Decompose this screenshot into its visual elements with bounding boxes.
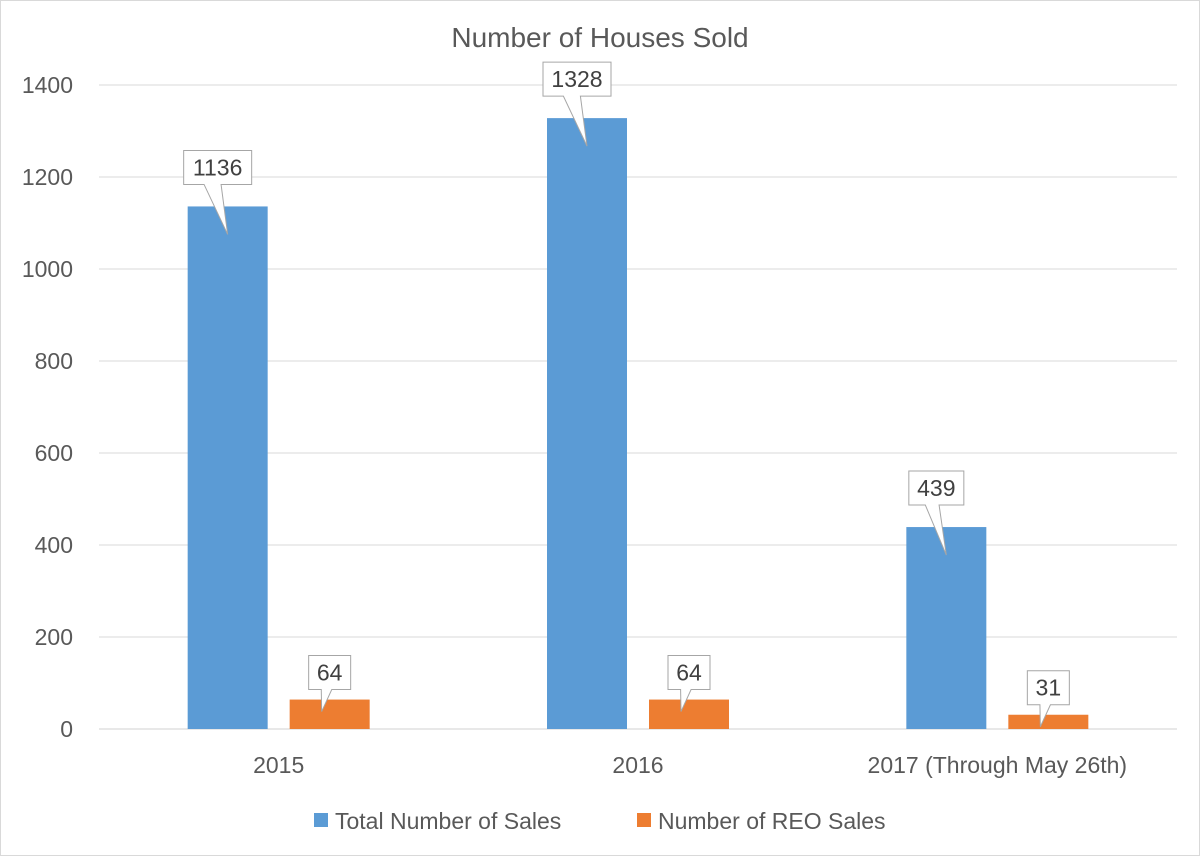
data-label: 439 [917,475,955,501]
legend-label-reo-sales: Number of REO Sales [658,808,886,834]
y-tick-label: 400 [35,532,73,558]
data-label-callout [308,655,352,712]
y-tick-label: 1200 [22,164,73,190]
bar-total-sales [187,206,268,729]
data-label-callout [183,149,253,235]
data-label-callout [908,470,965,556]
legend-swatch-reo-sales [637,813,651,827]
data-label: 1328 [551,66,602,92]
y-tick-label: 200 [35,624,73,650]
gridlines [99,84,1177,730]
bar-total-sales [547,118,627,730]
legend-label-total-sales: Total Number of Sales [335,808,561,834]
data-label-callout [542,61,612,147]
data-label-callout [667,655,711,712]
bars [187,118,1089,730]
chart-title: Number of Houses Sold [451,22,748,53]
bar-total-sales [906,527,987,729]
data-label: 64 [317,660,343,686]
data-labels: 1136 64 1328 64 439 31 [183,61,1070,727]
legend: Total Number of Sales Number of REO Sale… [314,808,886,834]
bar-reo-sales [1008,714,1089,729]
data-label: 1136 [193,154,242,180]
x-category-label: 2015 [253,752,304,778]
y-tick-label: 1400 [22,72,73,98]
y-tick-label: 1000 [22,256,73,282]
y-tick-label: 600 [35,440,73,466]
y-tick-label: 800 [35,348,73,374]
x-axis-category-labels: 2015 2016 2017 (Through May 26th) [253,752,1127,778]
y-tick-label: 0 [60,716,73,742]
x-category-label: 2017 (Through May 26th) [868,752,1128,778]
data-label: 31 [1036,675,1062,701]
bar-reo-sales [289,699,370,729]
legend-swatch-total-sales [314,813,328,827]
y-axis-tick-labels: 0 200 400 600 800 1000 1200 1400 [22,72,73,742]
data-label: 64 [676,660,702,686]
bar-reo-sales [649,699,729,729]
x-category-label: 2016 [612,752,663,778]
data-label-callout [1026,670,1070,727]
